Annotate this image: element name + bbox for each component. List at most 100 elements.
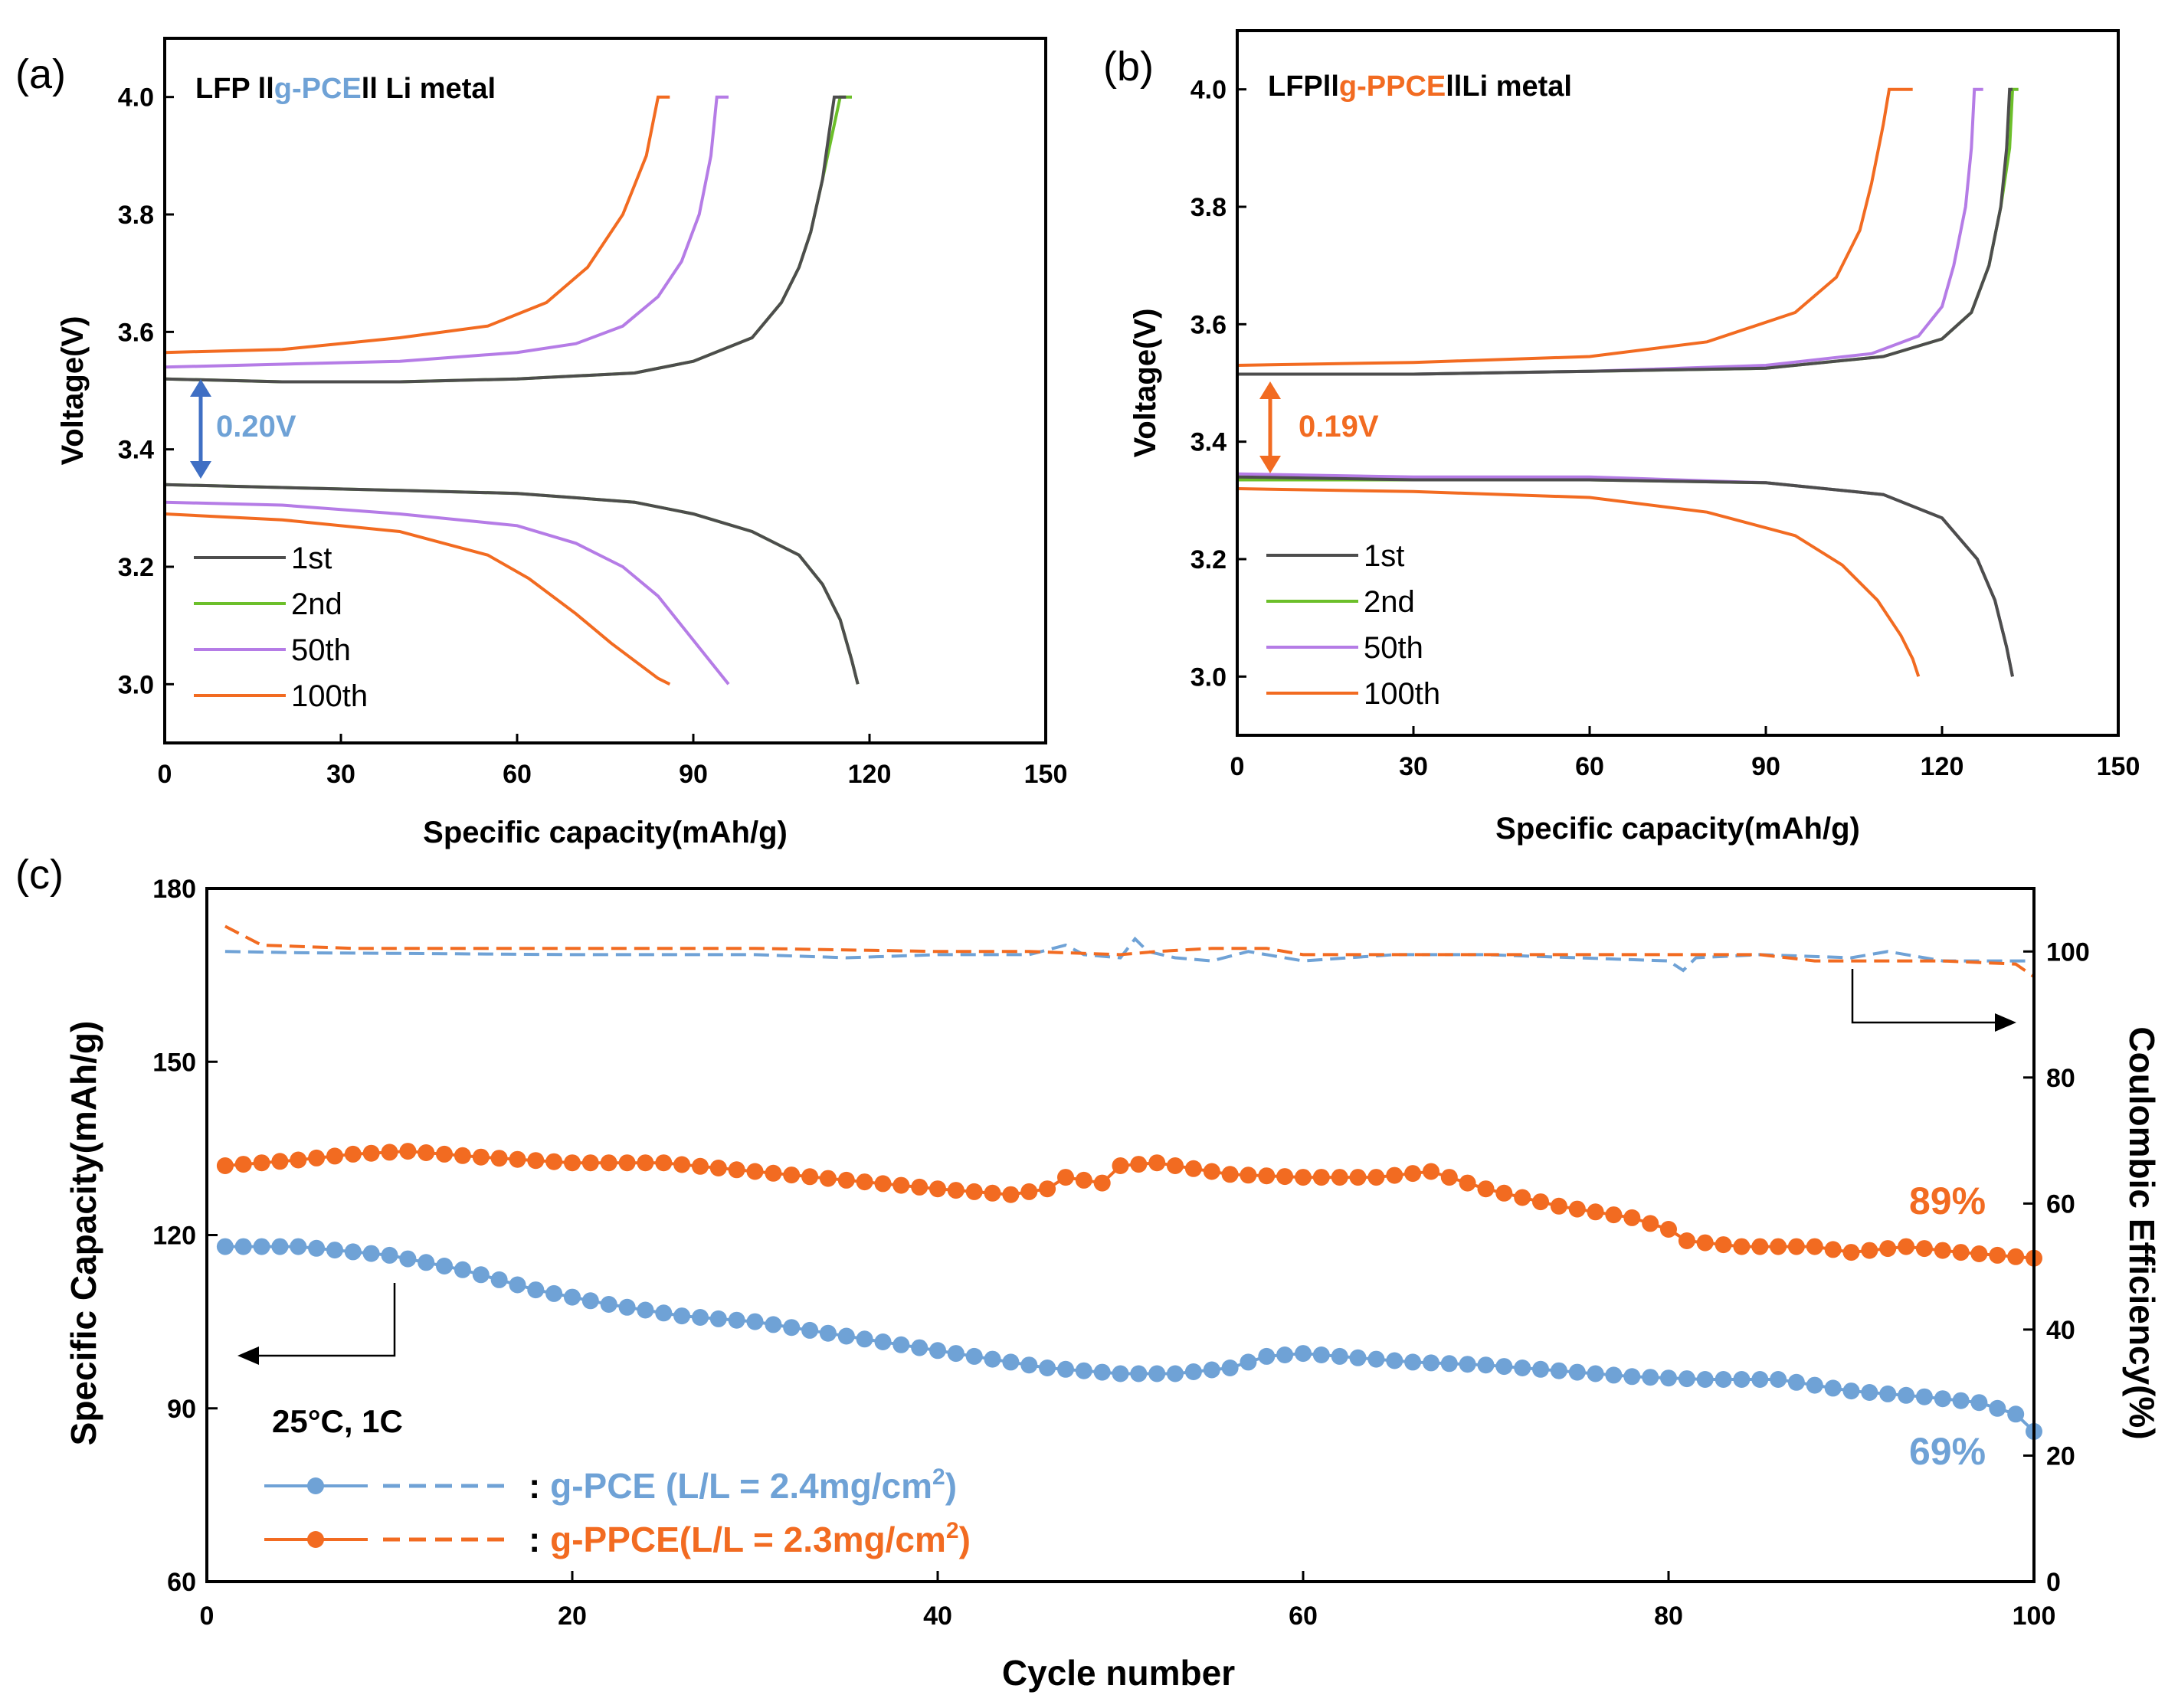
y-tick-label: 3.8	[118, 201, 154, 230]
capacity-marker-ppce	[1623, 1209, 1641, 1226]
legend-label-50th: 50th	[1364, 631, 1423, 665]
capacity-marker-ppce	[1057, 1169, 1074, 1186]
capacity-marker-ppce	[765, 1164, 782, 1182]
capacity-marker-pce	[545, 1284, 563, 1302]
capacity-marker-pce	[399, 1250, 417, 1268]
capacity-marker-pce	[1952, 1392, 1970, 1409]
capacity-marker-ppce	[929, 1180, 946, 1198]
panel-c-label: (c)	[15, 852, 64, 898]
capacity-marker-ppce	[1587, 1203, 1604, 1221]
capacity-marker-pce	[344, 1243, 362, 1261]
y-tick-label: 3.4	[1191, 428, 1227, 457]
capacity-marker-ppce	[600, 1154, 617, 1172]
capacity-marker-ppce	[1605, 1206, 1623, 1224]
capacity-marker-ppce	[1221, 1166, 1239, 1183]
capacity-marker-ppce	[1751, 1238, 1769, 1255]
x-tick-label: 0	[1230, 752, 1245, 781]
panel-a-x-ticks: 0 30 60 90 120 150	[158, 734, 1067, 789]
panel-a-title: LFP llg-PCEll Li metal	[195, 73, 496, 105]
x-tick-label: 30	[1399, 752, 1428, 781]
capacity-marker-pce	[1020, 1356, 1038, 1374]
capacity-marker-pce	[765, 1316, 782, 1333]
panel-c-condition-label: 25°C, 1C	[272, 1403, 403, 1439]
capacity-marker-pce	[1203, 1361, 1220, 1379]
legend-ppce-close: )	[959, 1520, 971, 1559]
capacity-marker-pce	[600, 1296, 617, 1313]
capacity-marker-pce	[1295, 1345, 1312, 1363]
capacity-marker-ppce	[709, 1160, 727, 1176]
capacity-marker-pce	[1477, 1356, 1495, 1374]
capacity-marker-pce	[1075, 1362, 1092, 1379]
capacity-marker-pce	[929, 1342, 946, 1360]
y2-tick-label: 20	[2046, 1441, 2075, 1471]
capacity-marker-ppce	[1787, 1238, 1805, 1255]
panel-c-x-ticks: 0 20 40 60 80 100	[200, 1571, 2055, 1631]
capacity-marker-pce	[637, 1301, 654, 1319]
capacity-marker-pce	[490, 1271, 508, 1288]
capacity-marker-ppce	[837, 1171, 855, 1189]
curve-50th-charge	[1237, 87, 1983, 376]
capacity-marker-pce	[1093, 1363, 1111, 1381]
capacity-marker-ppce	[1915, 1240, 1933, 1258]
capacity-marker-pce	[1258, 1347, 1276, 1365]
curve-1st-discharge	[164, 483, 860, 685]
panel-b-gap-label: 0.19V	[1299, 410, 1379, 443]
panel-b-x-axis-label: Specific capacity(mAh/g)	[1495, 812, 1860, 846]
capacity-marker-pce	[1715, 1371, 1732, 1388]
capacity-marker-pce	[892, 1336, 910, 1353]
capacity-marker-ppce	[509, 1150, 526, 1168]
capacity-marker-pce	[253, 1238, 270, 1255]
y-tick-label: 3.2	[1191, 545, 1227, 574]
capacity-marker-ppce	[527, 1152, 545, 1170]
y2-tick-label: 40	[2046, 1316, 2075, 1345]
capacity-marker-pce	[271, 1238, 289, 1255]
x-tick-label: 60	[503, 760, 532, 789]
y-tick-label: 60	[167, 1568, 196, 1597]
panel-c-plot-frame	[205, 887, 2036, 1583]
capacity-marker-pce	[1605, 1366, 1623, 1384]
legend-label-100th: 100th	[1364, 677, 1440, 711]
capacity-marker-pce	[564, 1288, 581, 1306]
capacity-marker-ppce	[1093, 1174, 1111, 1192]
capacity-marker-pce	[1642, 1369, 1659, 1386]
capacity-marker-pce	[472, 1266, 490, 1284]
x-tick-label: 30	[326, 760, 355, 789]
x-tick-label: 0	[200, 1602, 215, 1631]
panel-a-plot-frame	[163, 37, 1047, 744]
capacity-marker-pce	[1824, 1379, 1842, 1397]
capacity-marker-ppce	[911, 1178, 929, 1196]
capacity-marker-ppce	[1167, 1157, 1184, 1174]
capacity-marker-pce	[1696, 1371, 1714, 1388]
legend-label-1st: 1st	[291, 542, 332, 575]
curve-2nd-discharge	[164, 483, 860, 685]
capacity-marker-ppce	[1459, 1174, 1476, 1192]
capacity-marker-ppce	[1934, 1242, 1951, 1259]
capacity-marker-ppce	[1203, 1163, 1220, 1180]
panel-c-x-axis-label: Cycle number	[1002, 1653, 1235, 1693]
capacity-marker-pce	[381, 1246, 398, 1264]
curve-1st-charge	[164, 95, 847, 384]
capacity-marker-pce	[965, 1347, 983, 1365]
capacity-marker-ppce	[1879, 1240, 1897, 1258]
capacity-marker-ppce	[1770, 1238, 1787, 1255]
capacity-marker-ppce	[1989, 1246, 2006, 1264]
capacity-marker-pce	[1678, 1370, 1695, 1388]
capacity-marker-pce	[1404, 1353, 1422, 1371]
capacity-marker-pce	[1660, 1369, 1677, 1387]
capacity-marker-ppce	[1184, 1160, 1202, 1177]
capacity-marker-ppce	[947, 1182, 965, 1199]
y-tick-label: 3.2	[118, 553, 154, 582]
panel-b-gap-arrow	[1259, 381, 1281, 473]
capacity-marker-ppce	[1898, 1238, 1915, 1255]
legend-label-100th: 100th	[291, 679, 368, 713]
panel-c-legend: : g-PCE (L/L = 2.4mg/cm2) : g-PPCE(L/L =…	[264, 1464, 971, 1559]
panel-a: (a) 0 30 60 90 120 150 3.0 3.2 3.4 3.6 3.8 4.0 Spe…	[15, 37, 1067, 849]
capacity-marker-ppce	[1861, 1242, 1878, 1259]
panel-c-ppce-retention: 89%	[1909, 1180, 1986, 1222]
y-tick-label: 3.4	[118, 436, 154, 465]
panel-b-y-axis-label: Voltage(V)	[1128, 309, 1162, 458]
capacity-marker-ppce	[1642, 1215, 1659, 1232]
capacity-marker-ppce	[874, 1175, 892, 1193]
capacity-marker-pce	[746, 1313, 764, 1330]
capacity-marker-pce	[618, 1298, 636, 1316]
